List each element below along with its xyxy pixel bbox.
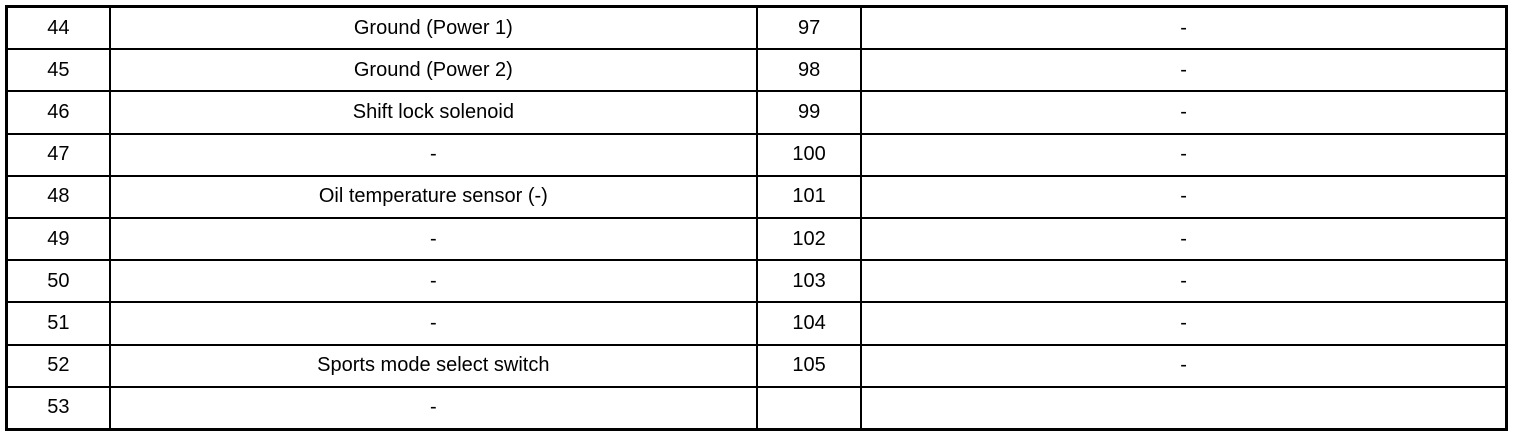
pin-description-cell: Ground (Power 1): [108, 5, 758, 51]
pin-description-cell: -: [860, 259, 1508, 304]
table-row: 46 Shift lock solenoid 99-: [5, 90, 1508, 135]
pin-number-cell: 101: [755, 174, 863, 219]
table-row: 53-: [5, 385, 1508, 431]
pin-description-cell: -: [860, 48, 1508, 93]
table-row: 45 Ground (Power 2) 98-: [5, 48, 1508, 93]
table-row: 44 Ground (Power 1) 97-: [5, 5, 1508, 51]
pin-description-cell: [860, 385, 1508, 431]
pin-number-cell: 103: [755, 259, 863, 304]
table-row: 48 Oil temperature sensor (-) 101-: [5, 174, 1508, 219]
pin-description-cell: -: [860, 5, 1508, 51]
pin-description-cell: Shift lock solenoid: [108, 90, 758, 135]
pin-description-cell: -: [108, 259, 758, 304]
pin-description-cell: -: [860, 90, 1508, 135]
pin-number-cell: 51: [5, 301, 111, 346]
table-row: 47-100-: [5, 132, 1508, 177]
pin-description-cell: Ground (Power 2): [108, 48, 758, 93]
pin-number-cell: 100: [755, 132, 863, 177]
pin-description-cell: -: [860, 343, 1508, 388]
pin-number-cell: 48: [5, 174, 111, 219]
table-row: 50-103-: [5, 259, 1508, 304]
pin-description-cell: -: [860, 301, 1508, 346]
pin-description-cell: -: [860, 174, 1508, 219]
pin-number-cell: 47: [5, 132, 111, 177]
pin-number-cell: 44: [5, 5, 111, 51]
pin-number-cell: 102: [755, 216, 863, 262]
pin-number-cell: 46: [5, 90, 111, 135]
pin-number-cell: 49: [5, 216, 111, 262]
pin-number-cell: 52: [5, 343, 111, 388]
pin-description-cell: -: [108, 385, 758, 431]
pin-description-cell: Oil temperature sensor (-): [108, 174, 758, 219]
pin-description-cell: -: [860, 132, 1508, 177]
pin-number-cell: 99: [755, 90, 863, 135]
pin-number-cell: 105: [755, 343, 863, 388]
table-row: 51-104-: [5, 301, 1508, 346]
pin-description-cell: -: [108, 216, 758, 262]
pin-number-cell: 53: [5, 385, 111, 431]
pin-number-cell: 50: [5, 259, 111, 304]
pin-number-cell: 104: [755, 301, 863, 346]
pin-description-cell: -: [108, 301, 758, 346]
pin-assignment-table: 44 Ground (Power 1) 97-45 Ground (Power 2) 9…: [5, 5, 1508, 431]
pin-description-cell: -: [108, 132, 758, 177]
pin-description-cell: -: [860, 216, 1508, 262]
pin-number-cell: 97: [755, 5, 863, 51]
pin-number-cell: [755, 385, 863, 431]
table-row: 49-102-: [5, 216, 1508, 262]
pin-number-cell: 45: [5, 48, 111, 93]
pin-number-cell: 98: [755, 48, 863, 93]
pin-description-cell: Sports mode select switch: [108, 343, 758, 388]
table-row: 52 Sports mode select switch 105-: [5, 343, 1508, 388]
